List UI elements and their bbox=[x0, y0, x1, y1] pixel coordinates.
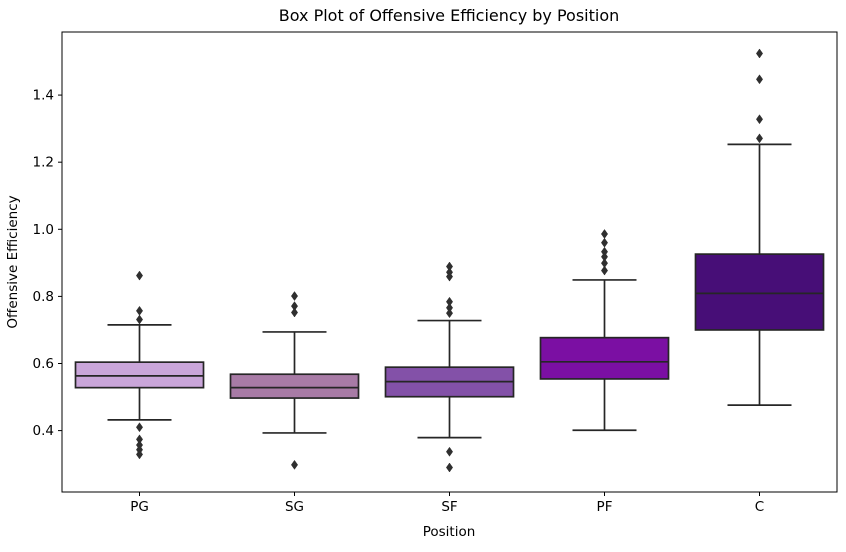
outlier-marker bbox=[290, 291, 299, 301]
x-axis-label: Position bbox=[423, 524, 476, 540]
box-c bbox=[694, 253, 825, 331]
plot-area: 0.4 0.6 0.8 1.0 1.2 1.4 PG SG SF PF C bbox=[33, 31, 838, 515]
y-tick-label: 1.0 bbox=[33, 222, 54, 238]
outlier-marker bbox=[135, 305, 144, 316]
outlier-marker bbox=[135, 422, 144, 433]
y-tick-label: 0.4 bbox=[33, 423, 54, 439]
box-pg bbox=[74, 361, 205, 389]
outlier-marker bbox=[135, 449, 144, 460]
y-axis-label: Offensive Efficiency bbox=[5, 195, 21, 328]
box-sg bbox=[229, 373, 360, 399]
outlier-marker bbox=[755, 114, 764, 125]
outlier-marker bbox=[135, 314, 144, 325]
outlier-marker bbox=[290, 459, 299, 470]
y-tick-label: 0.8 bbox=[33, 289, 54, 305]
chart-title: Box Plot of Offensive Efficiency by Posi… bbox=[279, 6, 620, 25]
outlier-marker bbox=[600, 265, 609, 276]
outlier-marker bbox=[445, 446, 454, 457]
outlier-marker bbox=[290, 307, 299, 318]
x-tick-label: SG bbox=[285, 499, 304, 515]
box-pf bbox=[539, 336, 670, 380]
outlier-marker bbox=[600, 237, 609, 248]
outlier-marker bbox=[755, 133, 764, 144]
x-tick-label: PG bbox=[130, 499, 149, 515]
outlier-marker bbox=[445, 308, 454, 319]
outlier-marker bbox=[445, 462, 454, 473]
y-tick-label: 0.6 bbox=[33, 356, 54, 372]
outlier-marker bbox=[135, 270, 144, 281]
y-tick-label: 1.4 bbox=[33, 88, 54, 104]
x-tick-label: SF bbox=[441, 499, 457, 515]
outlier-marker bbox=[755, 74, 764, 85]
x-tick-label: C bbox=[755, 499, 764, 515]
outlier-marker bbox=[445, 271, 454, 282]
outlier-marker bbox=[600, 229, 609, 239]
y-tick-label: 1.2 bbox=[33, 155, 54, 171]
outlier-marker bbox=[755, 48, 764, 59]
x-tick-label: PF bbox=[597, 499, 613, 515]
